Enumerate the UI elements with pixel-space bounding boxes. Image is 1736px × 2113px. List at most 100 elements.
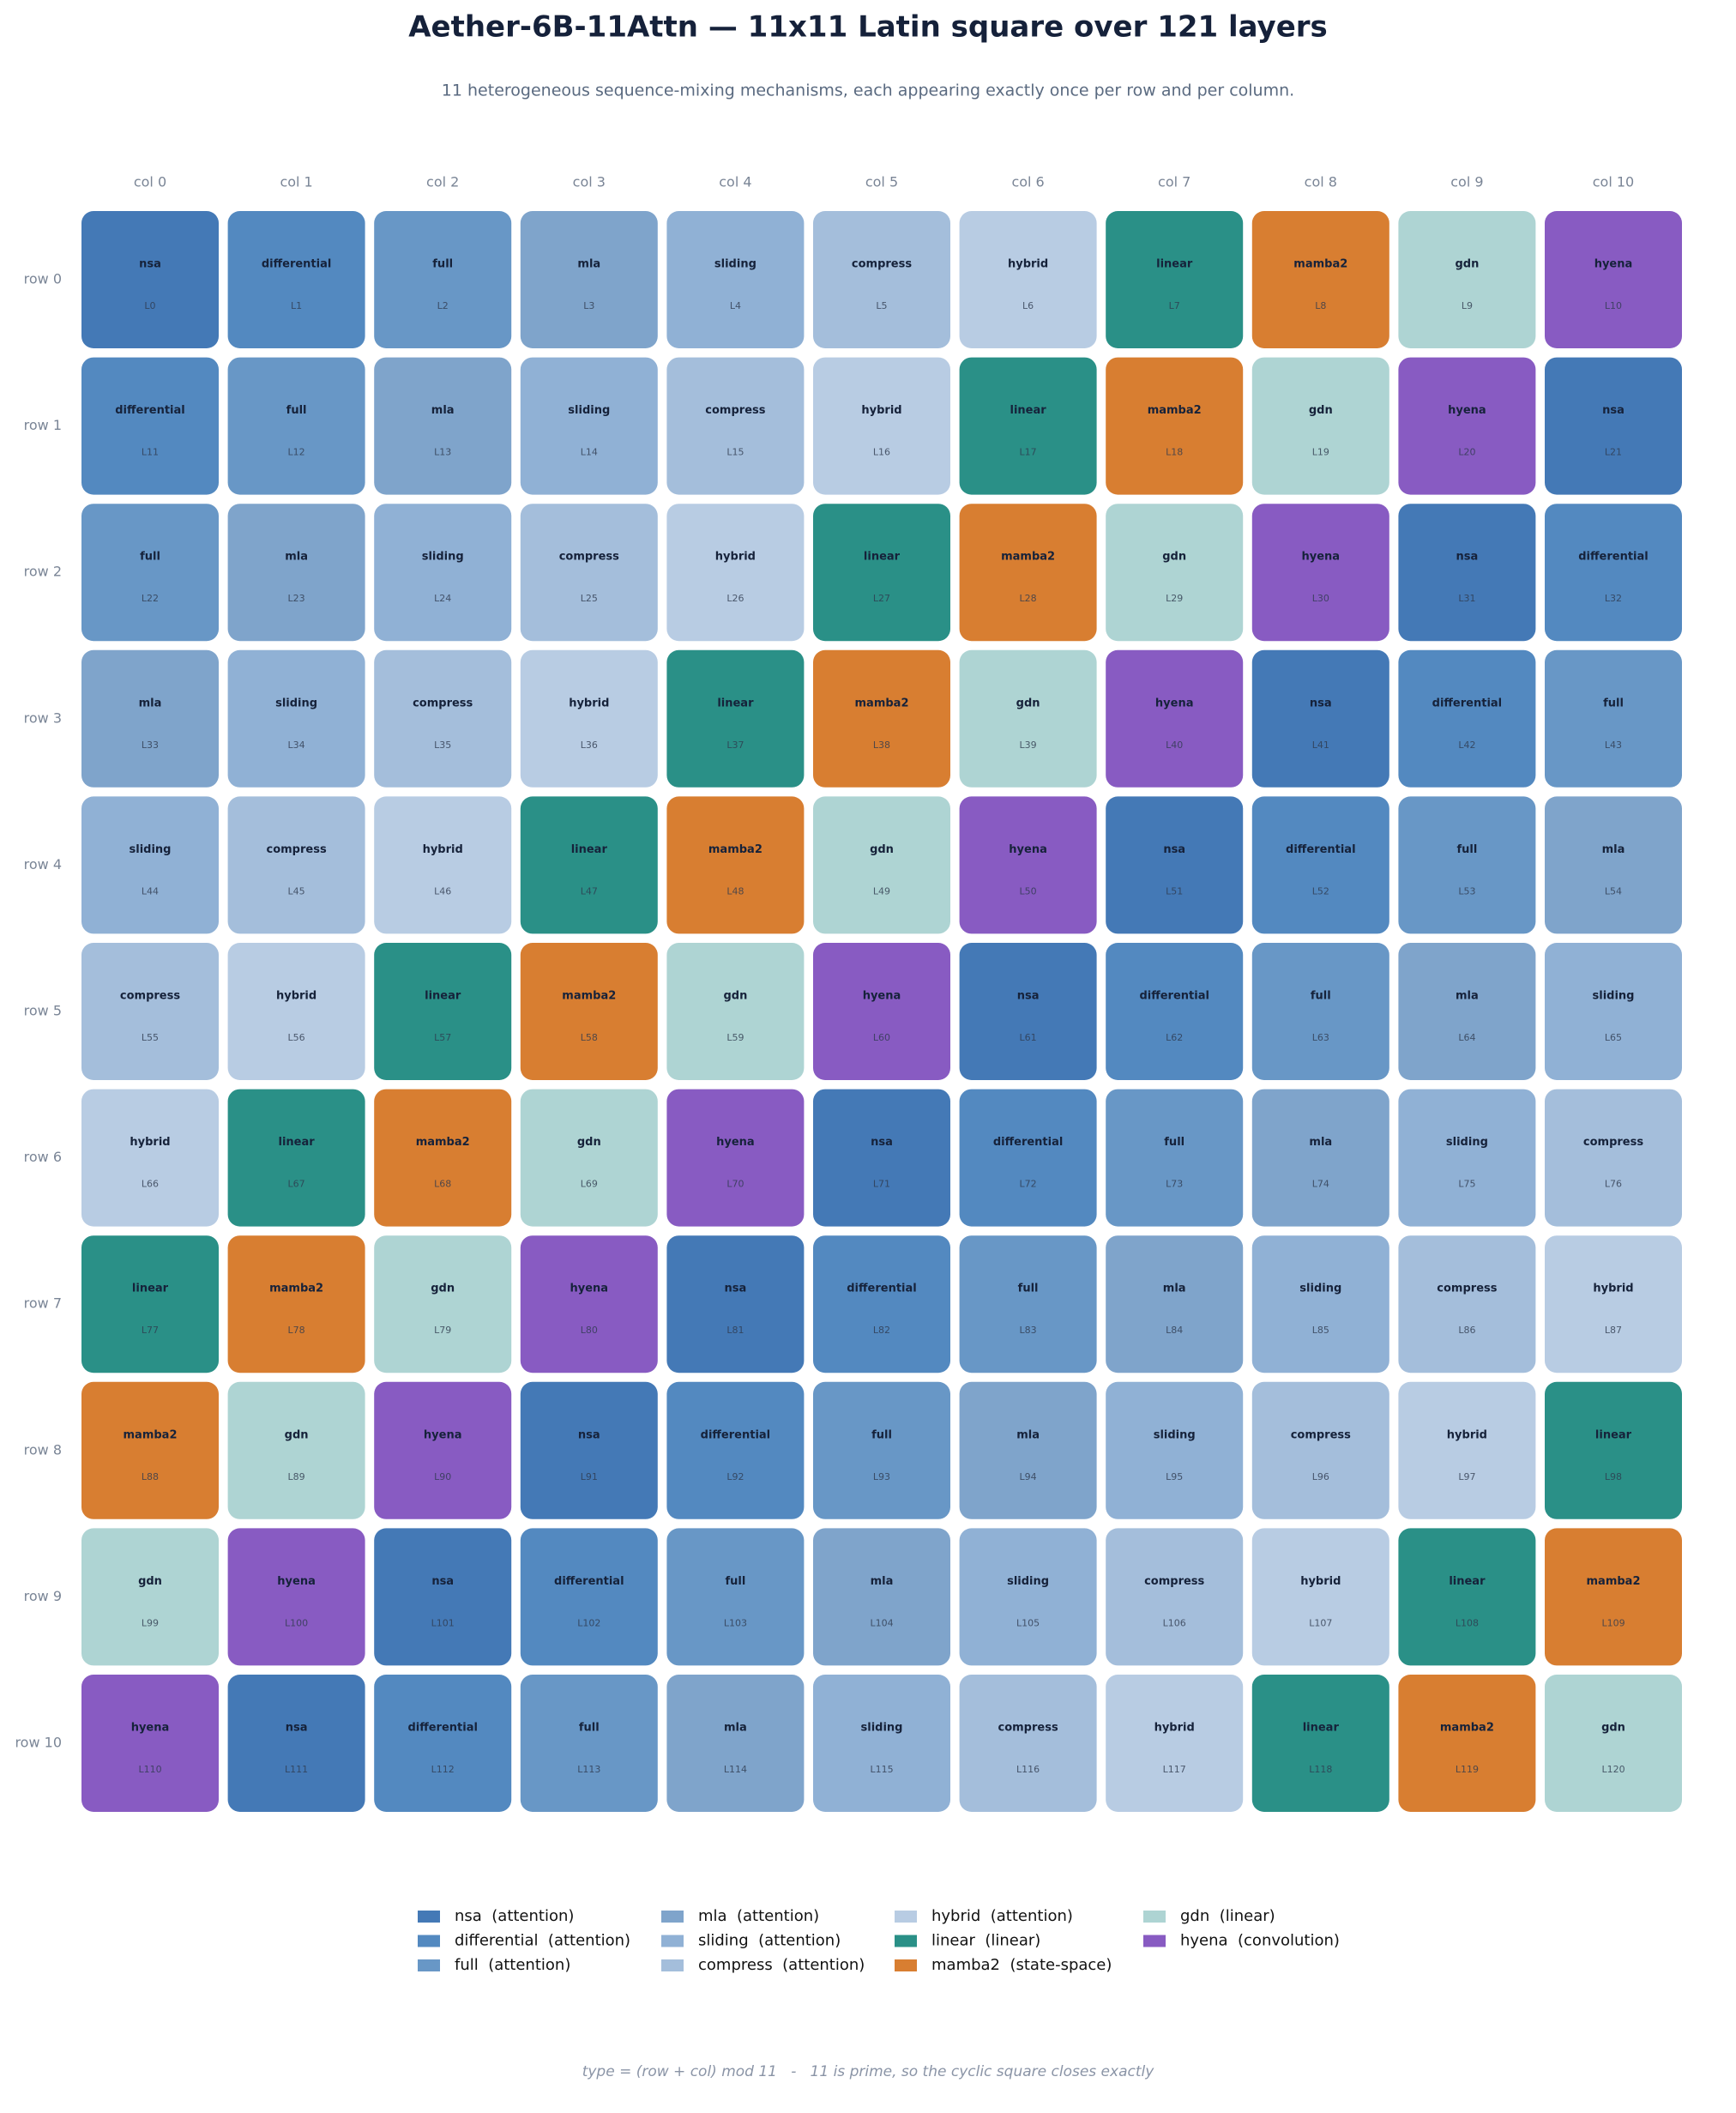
layer-type: gdn xyxy=(1601,1722,1625,1735)
layer-type: linear xyxy=(1156,258,1193,271)
layer-cell xyxy=(81,1235,219,1373)
layer-index: L31 xyxy=(1458,593,1475,604)
legend-label: mamba2 (state-space) xyxy=(931,1956,1112,1974)
layer-type: differential xyxy=(1286,843,1356,856)
layer-type: linear xyxy=(132,1283,169,1295)
layer-cell xyxy=(1398,1089,1536,1227)
layer-index: L1 xyxy=(291,300,302,311)
layer-type: hybrid xyxy=(1447,1428,1487,1441)
layer-type: mamba2 xyxy=(124,1428,178,1441)
layer-index: L48 xyxy=(726,885,744,897)
layer-cell xyxy=(374,649,512,788)
layer-index: L77 xyxy=(142,1325,159,1336)
layer-type: nsa xyxy=(139,258,161,271)
layer-type: linear xyxy=(425,990,461,1003)
layer-type: compress xyxy=(852,258,912,271)
layer-index: L112 xyxy=(431,1764,455,1775)
legend-swatch xyxy=(661,1935,684,1947)
layer-type: mamba2 xyxy=(269,1283,323,1295)
layer-type: hyena xyxy=(716,1136,755,1149)
layer-type: differential xyxy=(1578,551,1649,564)
layer-type: mla xyxy=(431,404,455,417)
layer-index: L60 xyxy=(873,1032,890,1043)
layer-cell xyxy=(666,211,805,348)
layer-index: L3 xyxy=(583,300,594,311)
layer-index: L17 xyxy=(1020,447,1037,458)
layer-cell xyxy=(1106,211,1244,348)
layer-type: sliding xyxy=(1007,1575,1049,1588)
column-label: col 3 xyxy=(573,174,606,190)
layer-type: mla xyxy=(285,551,308,564)
row-label: row 1 xyxy=(24,417,62,433)
layer-cell xyxy=(1545,504,1682,642)
layer-type: compress xyxy=(705,404,765,417)
layer-index: L84 xyxy=(1166,1325,1183,1336)
layer-type: mamba2 xyxy=(1587,1575,1641,1588)
layer-cell xyxy=(1251,211,1389,348)
layer-index: L80 xyxy=(581,1325,598,1336)
layer-cell xyxy=(1545,1235,1682,1373)
layer-cell xyxy=(959,1528,1097,1666)
column-label: col 0 xyxy=(134,174,166,190)
legend-label: compress (attention) xyxy=(698,1956,865,1974)
layer-index: L103 xyxy=(724,1617,747,1628)
layer-index: L33 xyxy=(142,740,159,751)
layer-cell xyxy=(1106,1528,1244,1666)
layer-index: L63 xyxy=(1312,1032,1329,1043)
layer-type: gdn xyxy=(1309,404,1333,417)
layer-type: hybrid xyxy=(715,551,756,564)
layer-index: L107 xyxy=(1309,1617,1332,1628)
layer-cell xyxy=(520,504,658,642)
layer-cell xyxy=(81,1089,219,1227)
layer-type: gdn xyxy=(1016,697,1040,709)
layer-cell xyxy=(1106,943,1244,1080)
layer-index: L119 xyxy=(1456,1764,1479,1775)
layer-cell xyxy=(813,211,950,348)
layer-index: L56 xyxy=(288,1032,305,1043)
layer-index: L113 xyxy=(577,1764,600,1775)
row-label: row 7 xyxy=(24,1295,62,1312)
layer-type: nsa xyxy=(578,1428,600,1441)
layer-index: L12 xyxy=(288,447,305,458)
layer-cell xyxy=(959,796,1097,934)
layer-cell xyxy=(959,1675,1097,1812)
layer-index: L116 xyxy=(1016,1764,1040,1775)
layer-type: gdn xyxy=(431,1283,455,1295)
layer-type: mamba2 xyxy=(1440,1722,1494,1735)
layer-type: mla xyxy=(1163,1283,1186,1295)
layer-type: sliding xyxy=(1154,1428,1196,1441)
column-label: col 5 xyxy=(865,174,898,190)
layer-type: hyena xyxy=(1155,697,1194,709)
legend-label: differential (attention) xyxy=(455,1932,630,1950)
layer-type: linear xyxy=(1303,1722,1340,1735)
layer-cell xyxy=(227,1089,365,1227)
layer-type: mla xyxy=(724,1722,747,1735)
layer-type: sliding xyxy=(861,1722,903,1735)
layer-type: nsa xyxy=(431,1575,454,1588)
layer-index: L76 xyxy=(1605,1179,1622,1190)
layer-index: L93 xyxy=(873,1471,890,1482)
layer-type: full xyxy=(432,258,453,271)
column-label: col 8 xyxy=(1305,174,1337,190)
layer-type: hyena xyxy=(863,990,901,1003)
layer-cell xyxy=(1545,796,1682,934)
layer-type: compress xyxy=(559,551,619,564)
layer-cell xyxy=(1398,649,1536,788)
layer-type: mla xyxy=(577,258,600,271)
layer-index: L7 xyxy=(1169,300,1180,311)
layer-type: differential xyxy=(1432,697,1503,709)
layer-type: hyena xyxy=(1009,843,1047,856)
layer-index: L118 xyxy=(1309,1764,1332,1775)
layer-cell xyxy=(1545,1675,1682,1812)
layer-index: L2 xyxy=(437,300,449,311)
layer-index: L53 xyxy=(1458,885,1475,897)
layer-index: L67 xyxy=(288,1179,305,1190)
layer-type: sliding xyxy=(1299,1283,1341,1295)
layer-type: nsa xyxy=(725,1283,747,1295)
layer-index: L4 xyxy=(730,300,741,311)
layer-cell xyxy=(520,357,658,495)
layer-cell xyxy=(959,943,1097,1080)
layer-type: differential xyxy=(262,258,332,271)
layer-type: linear xyxy=(1010,404,1047,417)
layer-cell xyxy=(1251,1235,1389,1373)
